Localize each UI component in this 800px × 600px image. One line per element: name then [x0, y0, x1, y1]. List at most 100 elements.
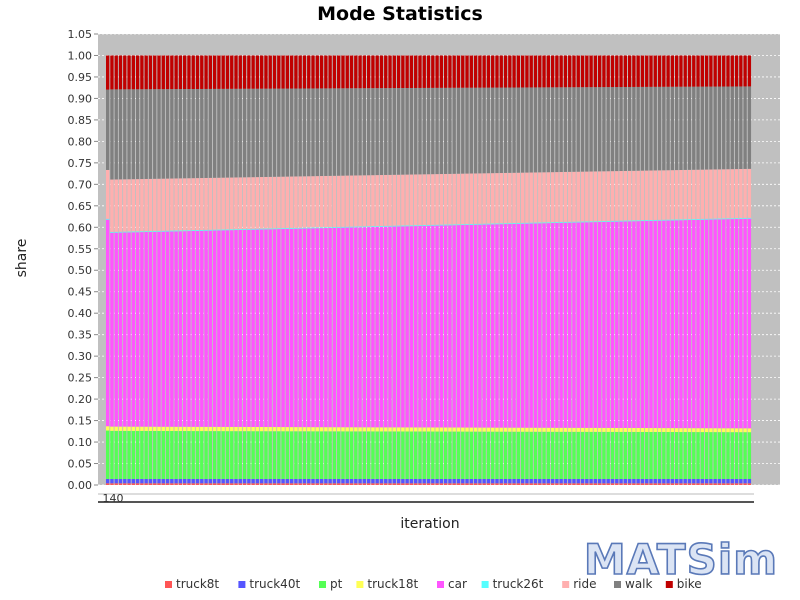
- bar-segment-truck26t: [170, 230, 174, 232]
- bar-segment-truck40t: [704, 478, 709, 484]
- bar-segment-car: [362, 227, 367, 428]
- bar-segment-truck26t: [576, 221, 580, 223]
- bar-segment-pt: [140, 430, 144, 479]
- bar-segment-walk: [632, 86, 636, 171]
- bar-segment-ride: [324, 175, 328, 228]
- bar-segment-truck18t: [277, 427, 281, 432]
- bar-segment-truck40t: [606, 478, 610, 484]
- bar-segment-truck40t: [341, 478, 345, 484]
- bar-segment-walk: [375, 88, 379, 176]
- bar-segment-truck8t: [349, 483, 354, 485]
- bar-segment-bike: [418, 55, 422, 88]
- bar-segment-truck8t: [666, 483, 670, 485]
- bar-segment-truck18t: [726, 428, 730, 433]
- bar-segment-ride: [311, 176, 315, 228]
- bar-segment-ride: [409, 174, 414, 226]
- bar-segment-bike: [255, 55, 260, 89]
- bar-segment-car: [409, 226, 414, 428]
- bar-segment-pt: [435, 431, 439, 479]
- bar-segment-truck26t: [183, 230, 187, 232]
- bar-segment-pt: [563, 431, 568, 479]
- bar-segment-truck26t: [610, 220, 615, 222]
- bar-segment-ride: [597, 171, 602, 222]
- bar-segment-car: [520, 223, 525, 428]
- bar-segment-truck40t: [328, 478, 332, 484]
- bar-segment-bike: [118, 55, 123, 90]
- bar-segment-pt: [174, 431, 178, 479]
- bar-segment-bike: [503, 55, 508, 88]
- bar-segment-pt: [272, 431, 277, 479]
- bar-segment-car: [195, 230, 200, 427]
- bar-segment-truck26t: [157, 230, 161, 232]
- bar-segment-truck40t: [174, 478, 178, 484]
- bar-segment-truck8t: [525, 483, 529, 485]
- iteration-bar: [435, 55, 439, 485]
- bar-segment-truck8t: [110, 483, 114, 485]
- bar-segment-pt: [542, 431, 546, 479]
- bar-segment-walk: [627, 86, 632, 171]
- bar-segment-ride: [478, 173, 482, 224]
- bar-segment-pt: [559, 431, 563, 479]
- bar-segment-pt: [747, 432, 752, 479]
- bar-segment-ride: [349, 175, 354, 227]
- bar-segment-car: [212, 230, 217, 427]
- bar-segment-walk: [178, 89, 183, 179]
- bar-segment-ride: [315, 176, 319, 228]
- bar-segment-walk: [414, 87, 418, 175]
- bar-segment-bike: [439, 55, 444, 88]
- bar-segment-truck40t: [247, 478, 251, 484]
- bar-segment-truck8t: [324, 483, 328, 485]
- bar-segment-truck40t: [281, 478, 285, 484]
- bar-segment-truck18t: [337, 427, 341, 432]
- bar-segment-ride: [118, 179, 123, 232]
- bar-segment-truck8t: [709, 483, 713, 485]
- bar-segment-car: [692, 219, 696, 429]
- bar-segment-pt: [200, 431, 204, 479]
- bar-segment-walk: [238, 88, 242, 178]
- bar-segment-car: [640, 221, 645, 429]
- iteration-bar: [118, 55, 123, 485]
- bar-segment-truck26t: [123, 231, 127, 233]
- bar-segment-ride: [465, 173, 469, 225]
- bar-segment-truck26t: [546, 222, 550, 224]
- bar-segment-pt: [491, 431, 495, 479]
- bar-segment-pt: [332, 431, 337, 479]
- bar-segment-truck26t: [589, 221, 593, 223]
- bar-segment-truck40t: [717, 478, 722, 484]
- iteration-bar: [379, 55, 384, 485]
- bar-segment-truck18t: [542, 427, 546, 432]
- legend-label-car: car: [448, 577, 467, 591]
- bar-segment-truck26t: [486, 223, 491, 225]
- iteration-bar: [405, 55, 409, 485]
- iteration-bar: [520, 55, 525, 485]
- bar-segment-car: [187, 231, 191, 427]
- bar-segment-car: [550, 223, 555, 428]
- bar-segment-truck26t: [187, 230, 191, 232]
- bar-segment-bike: [747, 55, 752, 87]
- bar-segment-pt: [589, 431, 593, 479]
- bar-segment-truck8t: [734, 483, 739, 485]
- iteration-bar: [461, 55, 465, 485]
- bar-segment-pt: [311, 431, 315, 479]
- bar-segment-car: [704, 219, 709, 429]
- bar-segment-truck18t: [392, 427, 396, 432]
- bar-segment-truck18t: [148, 426, 153, 431]
- iteration-bar: [512, 55, 516, 485]
- bar-segment-truck40t: [345, 478, 349, 484]
- bar-segment-bike: [264, 55, 268, 89]
- bar-segment-ride: [516, 172, 521, 223]
- iteration-bar: [289, 55, 294, 485]
- bar-segment-truck8t: [683, 483, 687, 485]
- bar-segment-ride: [743, 168, 747, 218]
- bar-segment-truck40t: [384, 478, 388, 484]
- legend-swatch-car: [437, 581, 444, 588]
- bar-segment-walk: [469, 87, 473, 174]
- iteration-bar: [315, 55, 319, 485]
- bar-segment-car: [208, 230, 213, 427]
- iteration-bar: [255, 55, 260, 485]
- bar-segment-walk: [285, 88, 290, 177]
- bar-segment-truck8t: [550, 483, 555, 485]
- bar-segment-walk: [302, 88, 307, 177]
- bar-segment-ride: [131, 179, 136, 232]
- bar-segment-pt: [414, 431, 418, 479]
